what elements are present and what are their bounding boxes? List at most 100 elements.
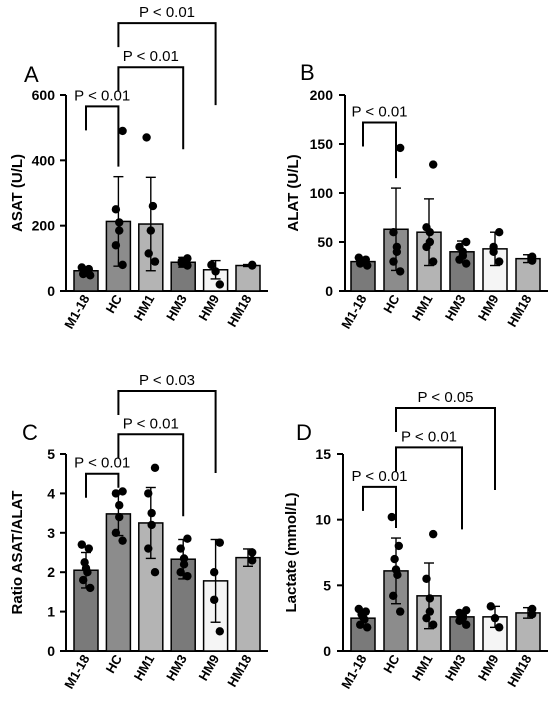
bar-hm18 (235, 556, 261, 652)
data-point (183, 571, 192, 581)
data-point (176, 568, 185, 577)
category-label-m1-18: M1-18 (338, 652, 369, 691)
significance-bracket (395, 446, 463, 530)
data-point (183, 534, 192, 543)
panel-letter: B (300, 60, 315, 85)
y-tick-label: 1 (47, 604, 55, 620)
category-label-hm18: HM18 (224, 292, 254, 330)
data-point (390, 554, 399, 564)
data-point (361, 255, 370, 264)
data-point (392, 242, 402, 252)
data-point (215, 538, 224, 547)
bar-hm18 (235, 264, 261, 292)
category-label-hm1: HM1 (409, 292, 436, 323)
data-point (115, 218, 124, 227)
bar-hm18 (515, 257, 541, 292)
panel-c: C 0 1 2 3 4 5 Ratio ASAT/ALAT M1-18 HC HM1 HM3 HM9 HM… (9, 372, 268, 691)
data-point (425, 607, 435, 616)
significance-bracket (117, 389, 217, 473)
y-tick-label: 2 (47, 564, 55, 580)
data-point (495, 623, 504, 632)
significance-bracket (117, 22, 217, 106)
data-point (207, 260, 216, 270)
category-label-hm9: HM9 (195, 652, 222, 683)
data-point (183, 254, 192, 263)
category-label-hm9: HM9 (475, 292, 502, 323)
category-label-hc: HC (380, 291, 403, 315)
data-point (486, 602, 495, 611)
bar-m1-18 (350, 617, 376, 652)
panel-d: D 0 5 10 15 Lactate (mmol/L) M1-18 HC HM1 HM3 HM9 H… (283, 389, 548, 691)
y-tick-label: 0 (325, 283, 333, 299)
data-point (361, 607, 370, 616)
y-tick-label: 4 (47, 485, 55, 501)
data-point (215, 627, 224, 636)
data-point (389, 228, 398, 237)
y-axis-label: Ratio ASAT/ALAT (9, 491, 26, 615)
data-point (118, 126, 127, 136)
data-point (248, 548, 257, 557)
significance-bracket (117, 433, 185, 517)
significance-bracket (117, 66, 185, 150)
data-point (147, 508, 156, 518)
data-point (389, 257, 398, 266)
data-point (495, 228, 504, 237)
category-label-hm18: HM18 (504, 652, 534, 690)
significance-label: P < 0.01 (139, 4, 195, 21)
y-tick-label: 3 (47, 525, 55, 541)
data-point (115, 501, 124, 510)
data-point (147, 520, 156, 530)
data-point (215, 280, 224, 289)
significance-label: P < 0.01 (351, 103, 407, 120)
data-point (429, 257, 438, 266)
data-point (150, 463, 160, 472)
panel-b: B 0 50 100 150 200 ALAT (U/L) M1-18 HC HM1 HM3 HM9 H… (285, 60, 548, 331)
significance-bracket (85, 105, 120, 167)
data-point (462, 620, 471, 629)
data-point (144, 489, 153, 498)
y-tick-label: 400 (32, 152, 56, 168)
category-label-hm3: HM3 (442, 292, 469, 323)
data-point (425, 237, 435, 247)
data-point (211, 267, 220, 276)
data-point (248, 260, 257, 270)
panel-letter: C (22, 420, 38, 445)
data-point (210, 568, 219, 577)
data-point (248, 556, 257, 565)
data-point (455, 242, 464, 252)
y-tick-label: 200 (32, 218, 56, 234)
data-point (146, 226, 155, 235)
data-point (391, 565, 401, 574)
significance-bracket (85, 472, 120, 498)
data-point (363, 623, 372, 632)
data-point (354, 253, 363, 262)
data-point (429, 620, 438, 629)
data-point (422, 223, 431, 232)
category-label-m1-18: M1-18 (61, 652, 92, 691)
data-point (422, 613, 431, 623)
data-point (429, 160, 438, 169)
category-label-hm1: HM1 (131, 652, 158, 683)
panel-letter: D (296, 420, 312, 445)
data-point (394, 541, 403, 551)
significance-bracket (395, 407, 496, 491)
y-tick-label: 15 (315, 446, 331, 462)
y-tick-label: 50 (317, 234, 333, 250)
category-label-hm9: HM9 (195, 292, 222, 323)
data-point (462, 259, 471, 268)
data-point (354, 604, 363, 614)
data-point (422, 574, 431, 583)
category-label-hm9: HM9 (475, 652, 502, 683)
significance-bracket (362, 121, 397, 179)
data-point (150, 257, 160, 266)
y-tick-label: 5 (323, 577, 331, 593)
y-tick-label: 150 (310, 136, 334, 152)
data-point (111, 489, 121, 498)
data-point (179, 554, 189, 563)
y-tick-label: 0 (323, 643, 331, 659)
data-point (462, 237, 471, 247)
y-tick-label: 5 (47, 446, 55, 462)
category-label-hc: HC (380, 651, 403, 675)
y-axis-label: Lactate (mmol/L) (283, 492, 300, 612)
